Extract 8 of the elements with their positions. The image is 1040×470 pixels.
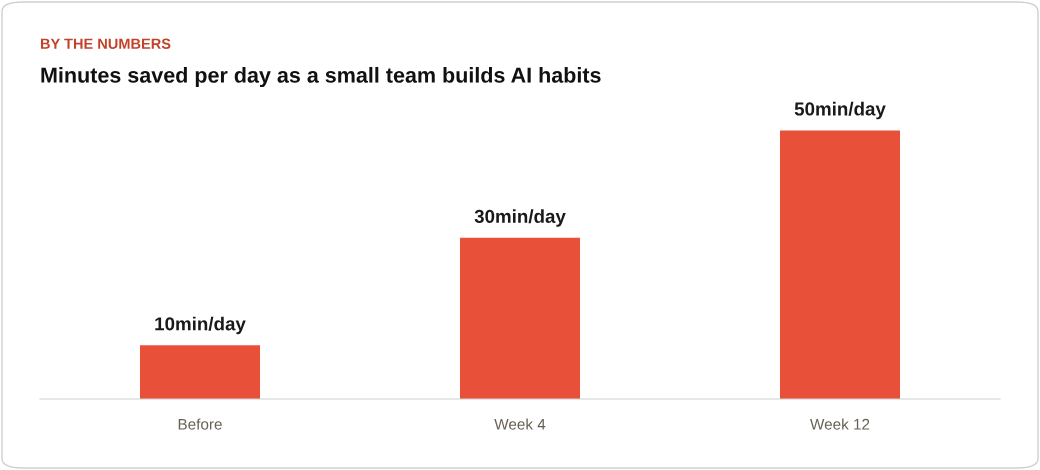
- x-tick-label: Week 4: [494, 418, 546, 430]
- chart-subtitle: BY THE NUMBERS: [40, 38, 171, 49]
- data-label: 50min/day: [794, 101, 886, 120]
- x-tick-label: Week 12: [810, 418, 870, 430]
- chart-title: Minutes saved per day as a small team builds AI habits: [41, 66, 601, 88]
- data-label: 10min/day: [155, 316, 246, 335]
- x-tick-label: Before: [178, 418, 222, 430]
- data-label: 30min/day: [474, 209, 566, 227]
